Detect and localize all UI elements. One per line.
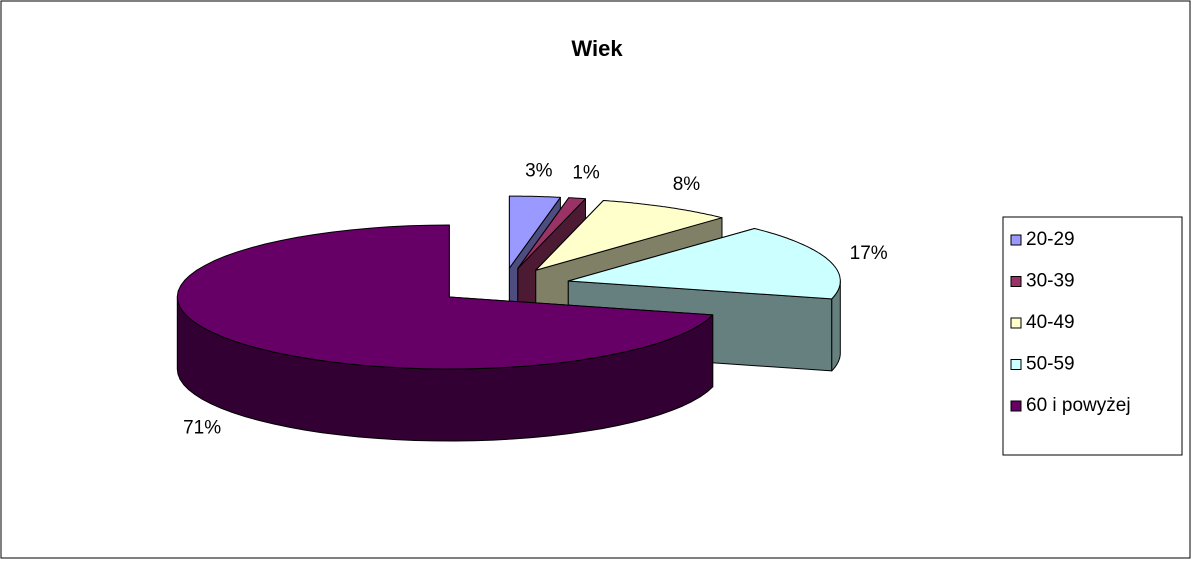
data-label: 1% xyxy=(572,163,600,184)
legend-swatch xyxy=(1011,401,1021,411)
legend-swatch xyxy=(1011,235,1021,245)
legend-label: 20-29 xyxy=(1026,229,1075,250)
data-label: 71% xyxy=(183,418,221,439)
legend-swatch xyxy=(1011,360,1021,370)
data-label: 3% xyxy=(525,160,553,181)
legend-label: 30-39 xyxy=(1026,271,1075,292)
legend-label: 40-49 xyxy=(1026,312,1075,333)
data-label: 8% xyxy=(673,174,701,195)
data-label: 17% xyxy=(850,243,888,264)
legend-label: 50-59 xyxy=(1026,354,1075,375)
legend-swatch xyxy=(1011,318,1021,328)
legend-swatch xyxy=(1011,277,1021,287)
chart-title: Wiek xyxy=(571,36,623,61)
legend-label: 60 i powyżej xyxy=(1026,395,1131,416)
legend-box xyxy=(1003,217,1182,455)
